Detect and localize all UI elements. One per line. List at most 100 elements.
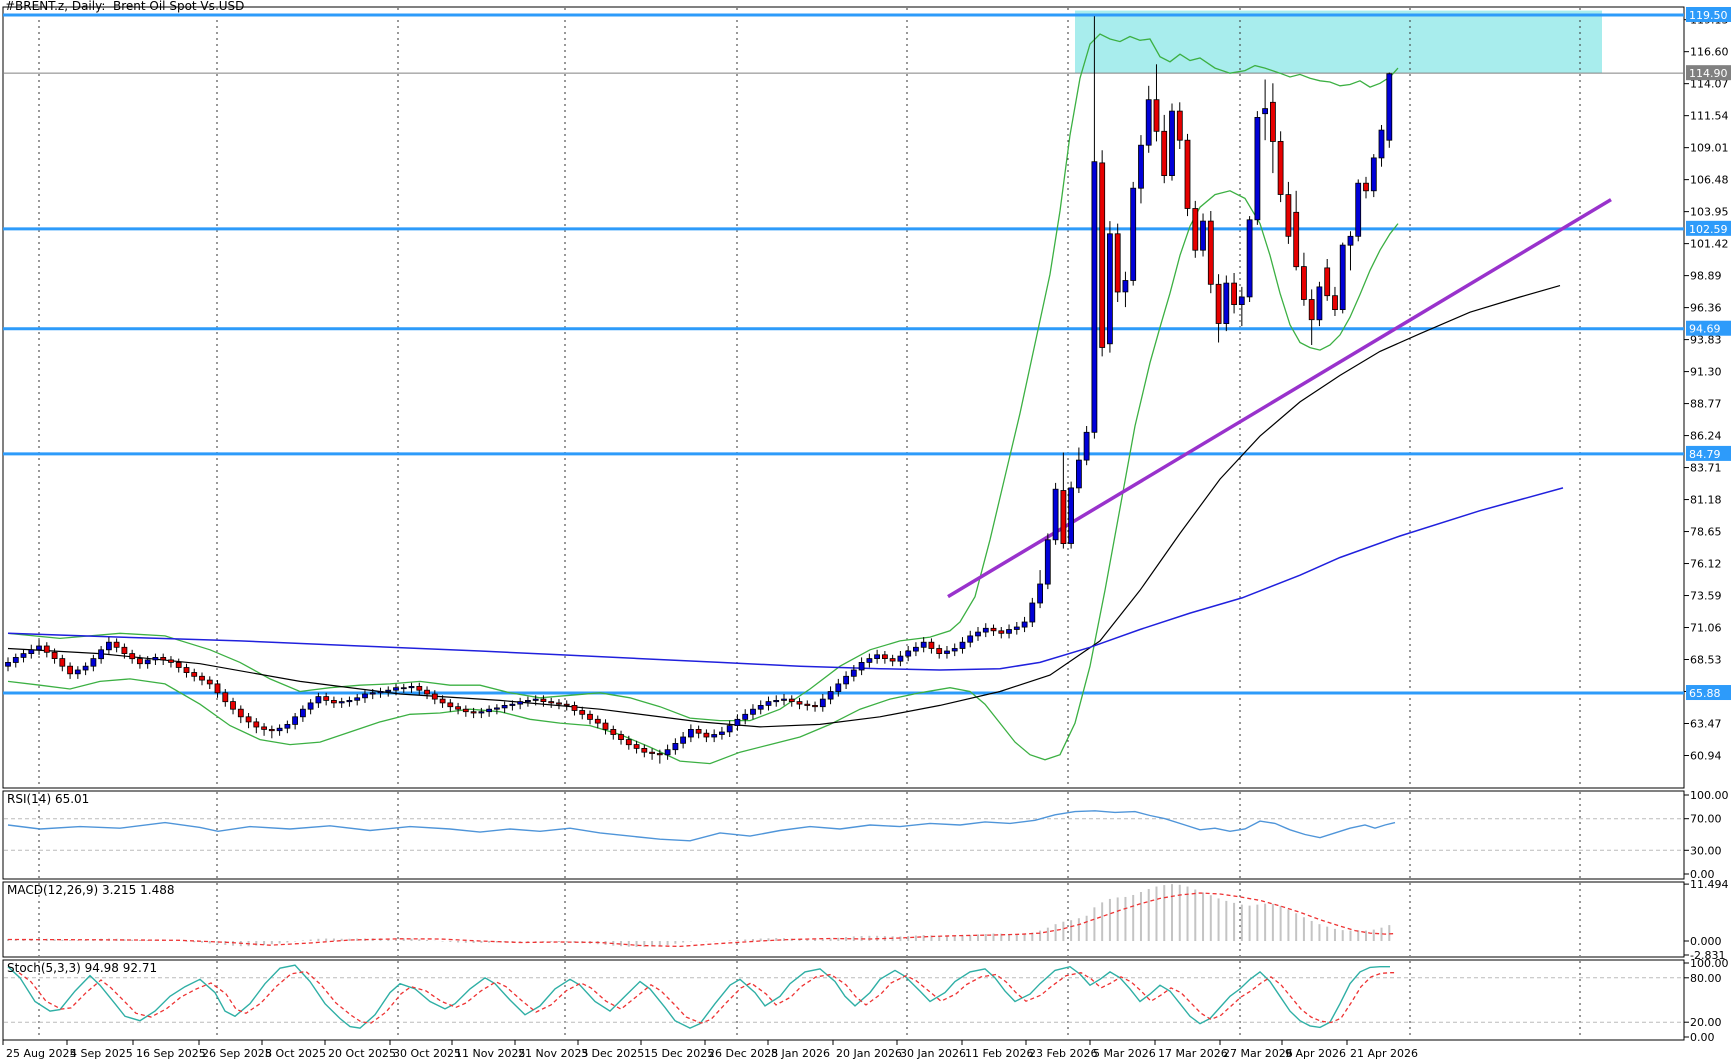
bull-candle [509, 703, 516, 706]
bear-candle [889, 658, 896, 662]
price-tick-label: 81.18 [1690, 494, 1722, 507]
time-tick-label: 8 Oct 2025 [265, 1047, 326, 1060]
bull-candle [408, 686, 415, 689]
bull-candle [338, 701, 345, 704]
rsi-level-label: 0.00 [1690, 868, 1715, 881]
bull-candle [393, 687, 399, 691]
bear-candle [222, 692, 229, 703]
bull-candle [750, 708, 756, 715]
time-tick-label: 30 Jan 2026 [900, 1047, 966, 1060]
bear-candle [416, 686, 423, 691]
macd-scale-label: 0.000 [1690, 935, 1722, 948]
bear-candle [43, 645, 50, 653]
bear-candle [633, 744, 640, 749]
price-tick-label: 96.36 [1690, 302, 1722, 315]
bull-candle [276, 727, 283, 732]
rsi-panel-frame [2, 790, 1685, 880]
bull-candle [967, 635, 974, 643]
bull-candle [377, 691, 384, 694]
bull-candle [1246, 219, 1253, 298]
bear-candle [1231, 282, 1237, 306]
bull-candle [1339, 244, 1346, 311]
bull-candle [1223, 282, 1230, 325]
ma-slow-black-line [7, 285, 1561, 728]
bear-candle [59, 658, 66, 667]
time-tick-label: 16 Sep 2025 [136, 1047, 206, 1060]
purple-trendline[interactable] [947, 198, 1612, 599]
bear-candle [175, 662, 182, 668]
bear-candle [1207, 220, 1214, 285]
time-tick-label: 11 Nov 2025 [455, 1047, 525, 1060]
bull-candle [369, 692, 376, 695]
price-tick-label: 73.59 [1690, 590, 1722, 603]
bear-candle [602, 722, 609, 730]
bull-candle [1091, 161, 1098, 433]
bear-candle [191, 672, 198, 677]
bull-candle [532, 698, 539, 701]
supply-zone-rectangle[interactable] [1075, 10, 1602, 74]
bull-candle [858, 662, 865, 671]
bull-candle [982, 627, 989, 633]
bear-candle [548, 701, 555, 704]
price-tick-label: 109.01 [1690, 142, 1729, 155]
bear-candle [796, 701, 803, 705]
macd-scale-label: -2.831 [1690, 949, 1725, 962]
stoch-indicator-label: Stoch(5,3,3) 94.98 92.71 [7, 961, 158, 975]
bull-candle [944, 650, 950, 654]
bull-candle [12, 657, 19, 663]
price-tick-label: 101.42 [1690, 238, 1729, 251]
bull-candle [765, 701, 772, 706]
rsi-level-label: 100.00 [1690, 789, 1729, 802]
price-tick-label: 93.83 [1690, 334, 1722, 347]
bull-candle [975, 631, 981, 637]
bear-candle [160, 657, 167, 661]
bear-candle [431, 693, 438, 700]
bull-candle [742, 713, 749, 720]
bear-candle [129, 653, 136, 660]
bull-candle [734, 718, 741, 726]
rsi-indicator-label: RSI(14) 65.01 [7, 792, 90, 806]
bull-candle [400, 687, 407, 690]
bull-candle [82, 665, 89, 671]
bear-candle [230, 701, 236, 710]
bear-candle [113, 641, 120, 648]
bull-candle [819, 698, 826, 708]
bull-candle [726, 725, 733, 733]
bull-candle [1238, 296, 1245, 305]
price-tick-label: 71.06 [1690, 622, 1722, 635]
price-box-84.79 [1686, 445, 1731, 461]
time-tick-label: 21 Nov 2025 [518, 1047, 588, 1060]
price-tick-label: 60.94 [1690, 749, 1722, 762]
bull-candle [664, 749, 671, 756]
price-box-114.90 [1686, 65, 1731, 81]
bull-candle [897, 655, 904, 662]
bear-candle [571, 705, 578, 711]
bear-candle [1099, 162, 1106, 348]
bull-candle [711, 734, 718, 738]
bear-candle [136, 658, 143, 665]
time-tick-label: 11 Feb 2026 [965, 1047, 1033, 1060]
price-tick-label: 103.95 [1690, 206, 1729, 219]
bull-candle [106, 641, 112, 651]
bollinger-lower-band [7, 190, 1399, 765]
bear-candle [998, 630, 1005, 634]
bull-candle [1370, 157, 1377, 192]
bear-candle [882, 654, 888, 659]
price-tick-label: 106.48 [1690, 174, 1729, 187]
bear-candle [1293, 211, 1300, 268]
bear-candle [703, 732, 710, 738]
bull-candle [1262, 108, 1268, 115]
bear-candle [206, 679, 213, 685]
price-tick-label: 83.71 [1690, 462, 1722, 475]
bull-candle [36, 645, 42, 651]
bull-candle [680, 736, 686, 744]
bear-candle [1192, 208, 1199, 251]
stoch-k-line [7, 964, 1390, 1029]
macd-scale-label: 11.494 [1690, 878, 1729, 891]
price-tick-label: 68.53 [1690, 654, 1722, 667]
bull-candle [20, 653, 27, 658]
time-tick-label: 27 Mar 2026 [1223, 1047, 1293, 1060]
time-tick-label: 20 Jan 2026 [836, 1047, 902, 1060]
